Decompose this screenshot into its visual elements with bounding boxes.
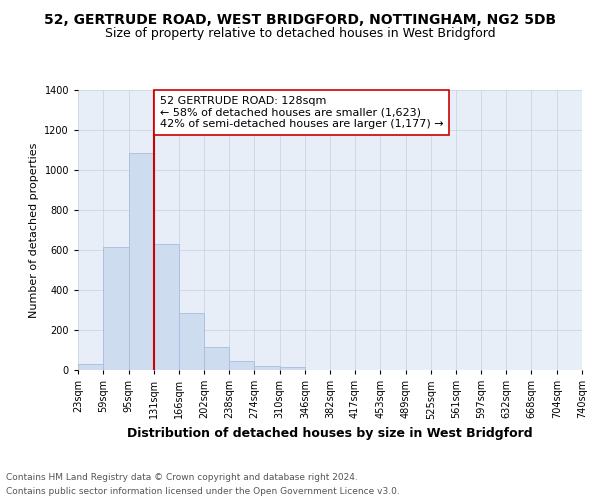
Text: Contains public sector information licensed under the Open Government Licence v3: Contains public sector information licen… xyxy=(6,488,400,496)
Bar xyxy=(204,347,229,370)
Text: 52, GERTRUDE ROAD, WEST BRIDGFORD, NOTTINGHAM, NG2 5DB: 52, GERTRUDE ROAD, WEST BRIDGFORD, NOTTI… xyxy=(44,12,556,26)
Bar xyxy=(280,367,305,370)
Bar xyxy=(128,153,154,370)
Bar xyxy=(154,244,179,370)
Text: Contains HM Land Registry data © Crown copyright and database right 2024.: Contains HM Land Registry data © Crown c… xyxy=(6,472,358,482)
Bar xyxy=(254,366,280,370)
Y-axis label: Number of detached properties: Number of detached properties xyxy=(29,142,39,318)
Bar xyxy=(179,313,204,370)
Bar xyxy=(229,361,254,370)
Bar xyxy=(78,364,103,370)
Text: Size of property relative to detached houses in West Bridgford: Size of property relative to detached ho… xyxy=(104,28,496,40)
X-axis label: Distribution of detached houses by size in West Bridgford: Distribution of detached houses by size … xyxy=(127,427,533,440)
Text: 52 GERTRUDE ROAD: 128sqm
← 58% of detached houses are smaller (1,623)
42% of sem: 52 GERTRUDE ROAD: 128sqm ← 58% of detach… xyxy=(160,96,443,129)
Bar xyxy=(103,247,128,370)
